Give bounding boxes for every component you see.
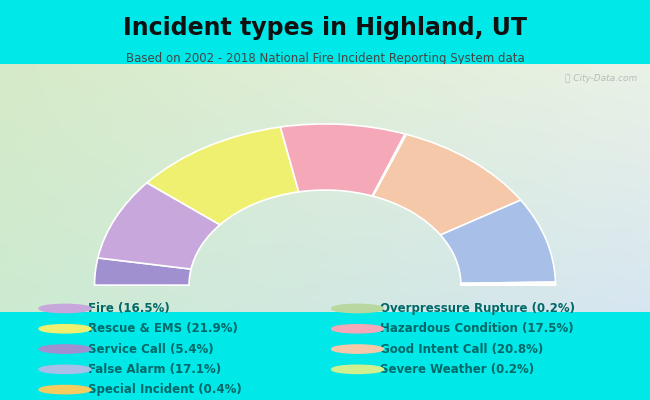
Text: Based on 2002 - 2018 National Fire Incident Reporting System data: Based on 2002 - 2018 National Fire Incid… — [125, 52, 525, 65]
Text: Good Intent Call (20.8%): Good Intent Call (20.8%) — [380, 342, 543, 356]
Circle shape — [332, 304, 384, 313]
Text: Rescue & EMS (21.9%): Rescue & EMS (21.9%) — [88, 322, 238, 335]
Circle shape — [39, 325, 91, 333]
Text: Fire (16.5%): Fire (16.5%) — [88, 302, 170, 315]
Circle shape — [39, 386, 91, 394]
Text: ⓘ City-Data.com: ⓘ City-Data.com — [565, 74, 637, 83]
Circle shape — [332, 345, 384, 353]
Text: Special Incident (0.4%): Special Incident (0.4%) — [88, 383, 242, 396]
Text: Incident types in Highland, UT: Incident types in Highland, UT — [123, 16, 527, 40]
Circle shape — [332, 325, 384, 333]
Text: Hazardous Condition (17.5%): Hazardous Condition (17.5%) — [380, 322, 574, 335]
Text: Service Call (5.4%): Service Call (5.4%) — [88, 342, 213, 356]
Text: Severe Weather (0.2%): Severe Weather (0.2%) — [380, 363, 534, 376]
Wedge shape — [147, 127, 299, 225]
Wedge shape — [372, 134, 406, 196]
Wedge shape — [441, 200, 555, 283]
Circle shape — [332, 365, 384, 374]
Wedge shape — [280, 124, 405, 196]
Wedge shape — [461, 284, 556, 285]
Circle shape — [39, 304, 91, 313]
Wedge shape — [94, 258, 191, 285]
Wedge shape — [373, 134, 521, 235]
Circle shape — [39, 365, 91, 374]
Wedge shape — [98, 183, 220, 269]
Wedge shape — [461, 282, 556, 284]
Text: Overpressure Rupture (0.2%): Overpressure Rupture (0.2%) — [380, 302, 575, 315]
Circle shape — [39, 345, 91, 353]
Text: False Alarm (17.1%): False Alarm (17.1%) — [88, 363, 221, 376]
